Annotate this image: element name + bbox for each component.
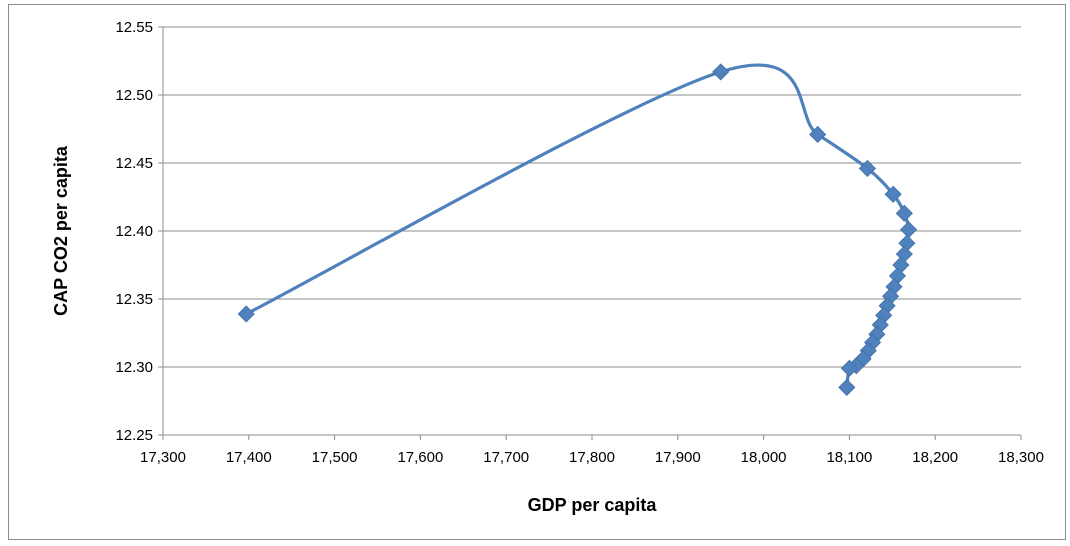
data-point-marker	[712, 63, 730, 81]
x-tick-label: 17,300	[140, 449, 186, 466]
y-tick-label: 12.40	[115, 223, 153, 240]
tick-labels: 12.25 12.30 12.35 12.40 12.45 12.50 12.55 17,30…	[115, 19, 1043, 466]
x-tick-label: 17,900	[655, 449, 701, 466]
y-tick-label: 12.45	[115, 155, 153, 172]
data-point-marker	[838, 378, 856, 396]
axes	[158, 26, 1022, 440]
chart-canvas: 12.25 12.30 12.35 12.40 12.45 12.50 12.55 17,30…	[51, 19, 1044, 515]
y-tick-label: 12.25	[115, 427, 153, 444]
data-point-marker	[900, 221, 918, 239]
data-point-marker	[237, 305, 255, 323]
chart-frame: 12.25 12.30 12.35 12.40 12.45 12.50 12.55 17,30…	[8, 4, 1066, 540]
x-tick-label: 18,100	[826, 449, 872, 466]
x-tick-label: 17,400	[226, 449, 272, 466]
y-tick-label: 12.35	[115, 291, 153, 308]
data-point-marker	[895, 204, 913, 222]
data-point-marker	[840, 359, 858, 377]
y-tick-label: 12.50	[115, 87, 153, 104]
data-series	[237, 63, 918, 396]
data-point-marker	[858, 159, 876, 178]
x-tick-label: 18,300	[998, 449, 1044, 466]
data-point-marker	[884, 185, 902, 203]
x-axis-title: GDP per capita	[528, 495, 658, 515]
y-tick-label: 12.55	[115, 19, 153, 36]
y-axis-title: CAP CO2 per capita	[51, 145, 71, 316]
x-tick-label: 17,700	[483, 449, 529, 466]
x-tick-label: 18,200	[912, 449, 958, 466]
x-tick-label: 17,500	[312, 449, 358, 466]
gridlines	[163, 26, 1021, 368]
y-tick-label: 12.30	[115, 359, 153, 376]
data-point-marker	[809, 125, 827, 144]
series-line	[244, 63, 911, 389]
x-tick-label: 17,800	[569, 449, 615, 466]
x-tick-label: 17,600	[397, 449, 443, 466]
x-tick-label: 18,000	[741, 449, 787, 466]
